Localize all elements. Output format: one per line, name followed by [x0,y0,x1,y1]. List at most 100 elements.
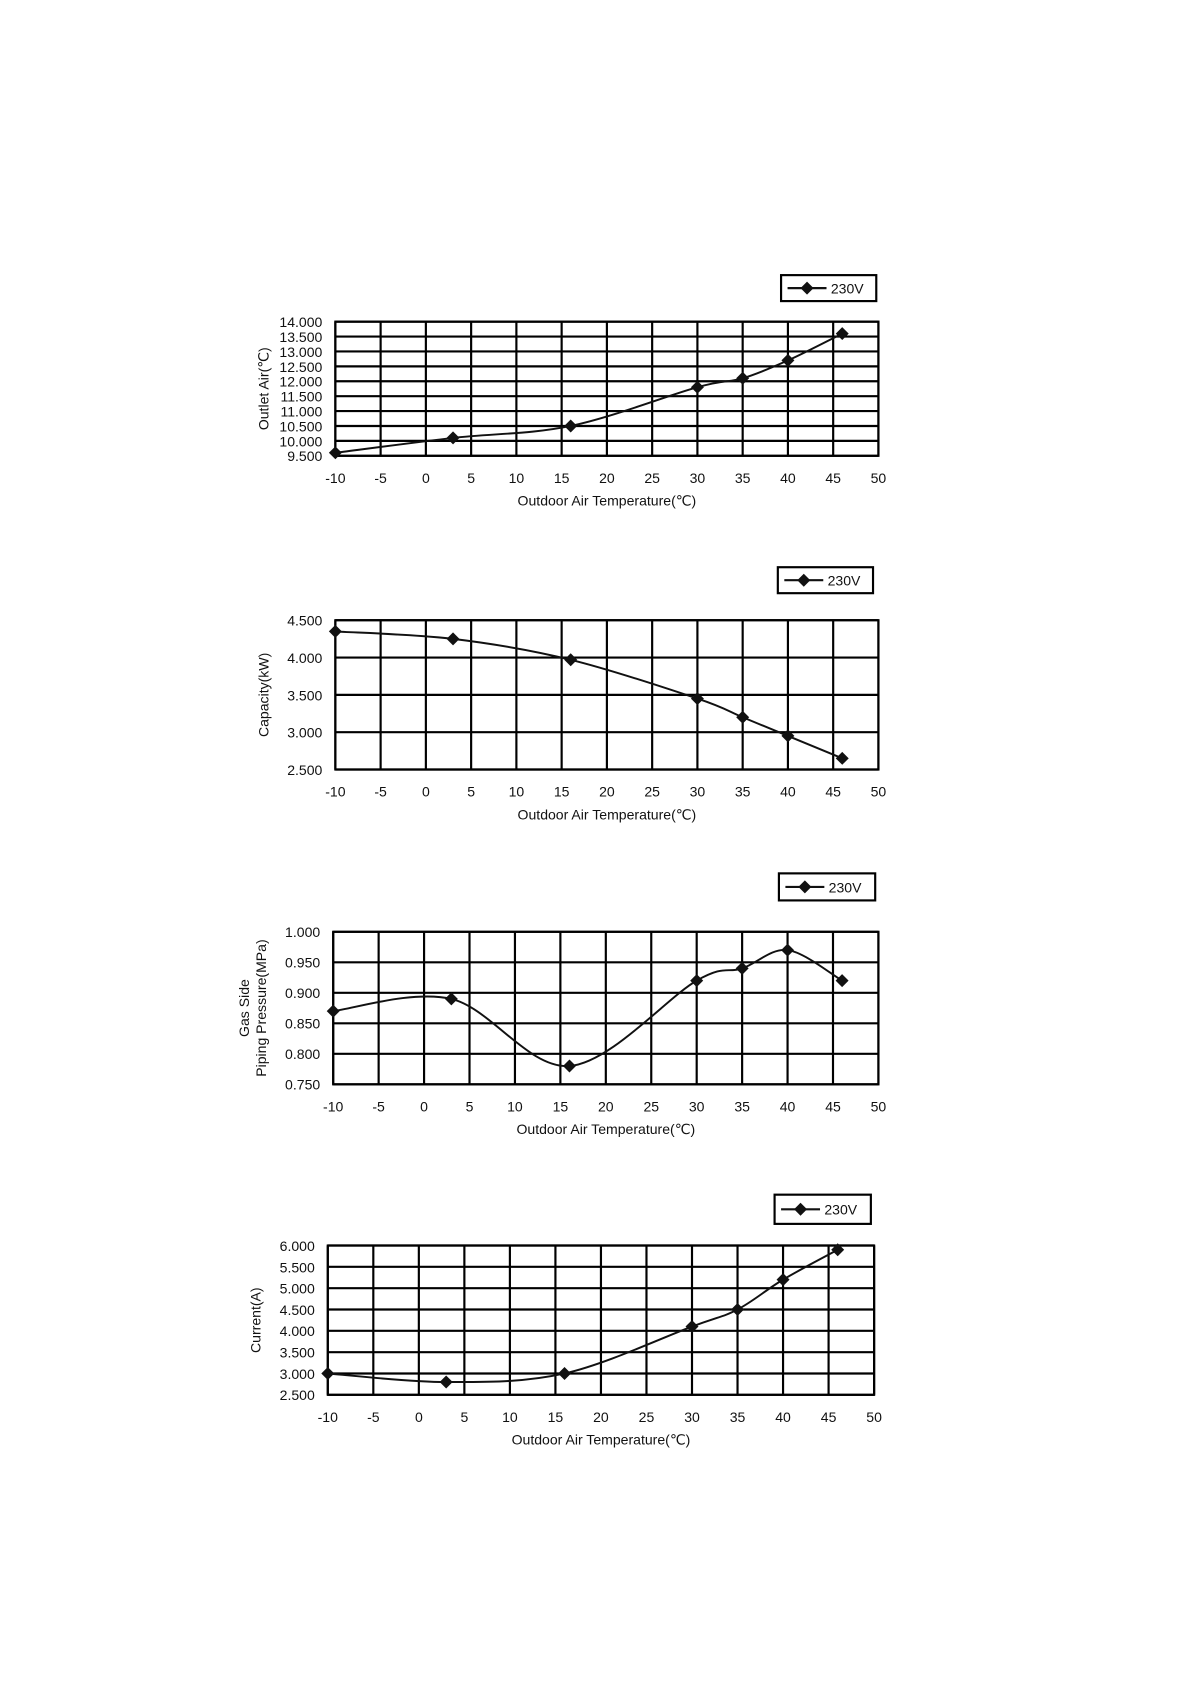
x-tick-label: 20 [593,1409,609,1425]
data-point-marker [776,1273,790,1287]
legend-box [773,1193,872,1225]
y-tick-label: 14.000 [279,314,322,330]
x-tick-label: 20 [598,1098,614,1114]
series-line [333,949,843,1068]
x-tick-label: 35 [734,1098,750,1114]
x-tick-label: 30 [690,470,706,486]
x-tick-label: 0 [422,470,430,486]
data-point-marker [781,353,795,367]
x-tick-label: 50 [871,470,887,486]
x-tick-label: 40 [780,1098,796,1114]
y-tick-label: 0.800 [285,1046,320,1062]
data-point-marker [736,710,750,724]
x-tick-label: 45 [825,470,841,486]
x-axis-label: Outdoor Air Temperature(℃) [518,493,697,509]
y-tick-label: 12.000 [279,374,322,390]
x-tick-label: 50 [866,1409,882,1425]
x-tick-label: 30 [689,1098,705,1114]
legend: 230V [777,872,877,902]
legend-label: 230V [831,281,864,297]
y-tick-label: 10.500 [279,418,322,434]
legend: 230V [776,566,875,595]
y-axis-label: Gas Side [236,979,252,1037]
data-point-marker [781,943,795,957]
x-tick-label: 15 [554,470,570,486]
chart-1: -10 -5 0 5 10 15 20 25 30 35 40 45 50 9.50010.00010.5… [255,274,887,509]
x-tick-label: 25 [639,1409,655,1425]
x-tick-label: -10 [325,470,345,486]
y-tick-label: 5.500 [280,1259,315,1275]
x-tick-label: 40 [780,470,796,486]
data-point-marker [731,1303,745,1316]
legend-box [779,274,878,303]
x-tick-label: 35 [735,470,751,486]
x-tick-label: 10 [502,1409,518,1425]
y-tick-label: 1.000 [285,924,320,940]
plot-frame [326,1244,876,1396]
y-axis-label: Outlet Air(℃) [255,347,271,430]
x-tick-label: 35 [730,1409,746,1425]
x-tick-label: 5 [467,470,475,486]
x-tick-label: 30 [690,784,706,800]
data-point-marker [835,751,849,765]
x-tick-label: 0 [420,1098,428,1114]
y-tick-label: 4.000 [287,650,322,666]
x-tick-label: 15 [554,784,570,800]
y-axis-label: Current(A) [248,1287,264,1353]
data-point-marker [446,632,460,646]
data-point-marker [328,446,342,460]
x-tick-label: 45 [821,1409,837,1425]
x-tick-label: -5 [374,470,387,486]
legend-label: 230V [829,879,862,895]
x-tick-label: 25 [644,784,660,800]
legend-label: 230V [828,573,861,589]
y-tick-label: 11.500 [280,389,322,405]
data-point-marker [690,692,704,706]
data-point-marker [564,419,578,433]
chart-4: -10 -5 0 5 10 15 20 25 30 35 40 45 50 2.500 3.000 3.500… [248,1193,882,1448]
plot-frame [334,619,880,771]
x-tick-label: 15 [548,1409,564,1425]
legend: 230V [773,1193,872,1225]
legend-diamond-icon [798,880,812,894]
x-tick-label: 25 [643,1098,659,1114]
x-tick-label: 20 [599,784,615,800]
x-tick-label: 40 [775,1409,791,1425]
x-tick-label: 5 [467,784,475,800]
y-axis-label: Capacity(kW) [255,653,271,737]
x-tick-label: -5 [372,1098,385,1114]
x-tick-label: -10 [318,1409,338,1425]
legend: 230V [779,274,878,303]
y-tick-label: 3.000 [280,1366,315,1382]
data-point-marker [328,624,342,638]
y-tick-label: 5.000 [280,1281,315,1297]
y-tick-label: 2.500 [280,1387,315,1403]
legend-label: 230V [824,1202,857,1218]
data-point-marker [439,1375,453,1389]
data-point-marker [326,1004,340,1018]
x-tick-label: 20 [599,470,615,486]
x-tick-label: -10 [325,784,345,800]
y-tick-label: 3.500 [280,1345,315,1361]
y-tick-label: 0.750 [285,1077,320,1093]
data-point-marker [735,961,749,975]
y-tick-label: 9.500 [287,448,322,464]
data-point-marker [685,1320,699,1334]
x-tick-label: 25 [644,470,660,486]
data-point-marker [444,992,458,1006]
data-point-marker [321,1366,335,1380]
data-point-marker [835,974,849,988]
legend-diamond-icon [794,1202,808,1216]
data-point-marker [736,371,750,385]
y-tick-label: 4.500 [280,1302,315,1318]
y-tick-label: 3.000 [287,725,322,741]
plot-frame [334,320,880,457]
x-tick-label: 10 [509,784,525,800]
y-tick-label: 11.000 [280,403,322,419]
x-tick-label: 30 [684,1409,700,1425]
data-point-marker [690,974,704,988]
x-tick-label: 45 [825,1098,841,1114]
x-tick-label: 40 [780,784,796,800]
y-tick-label: 0.850 [285,1016,320,1032]
